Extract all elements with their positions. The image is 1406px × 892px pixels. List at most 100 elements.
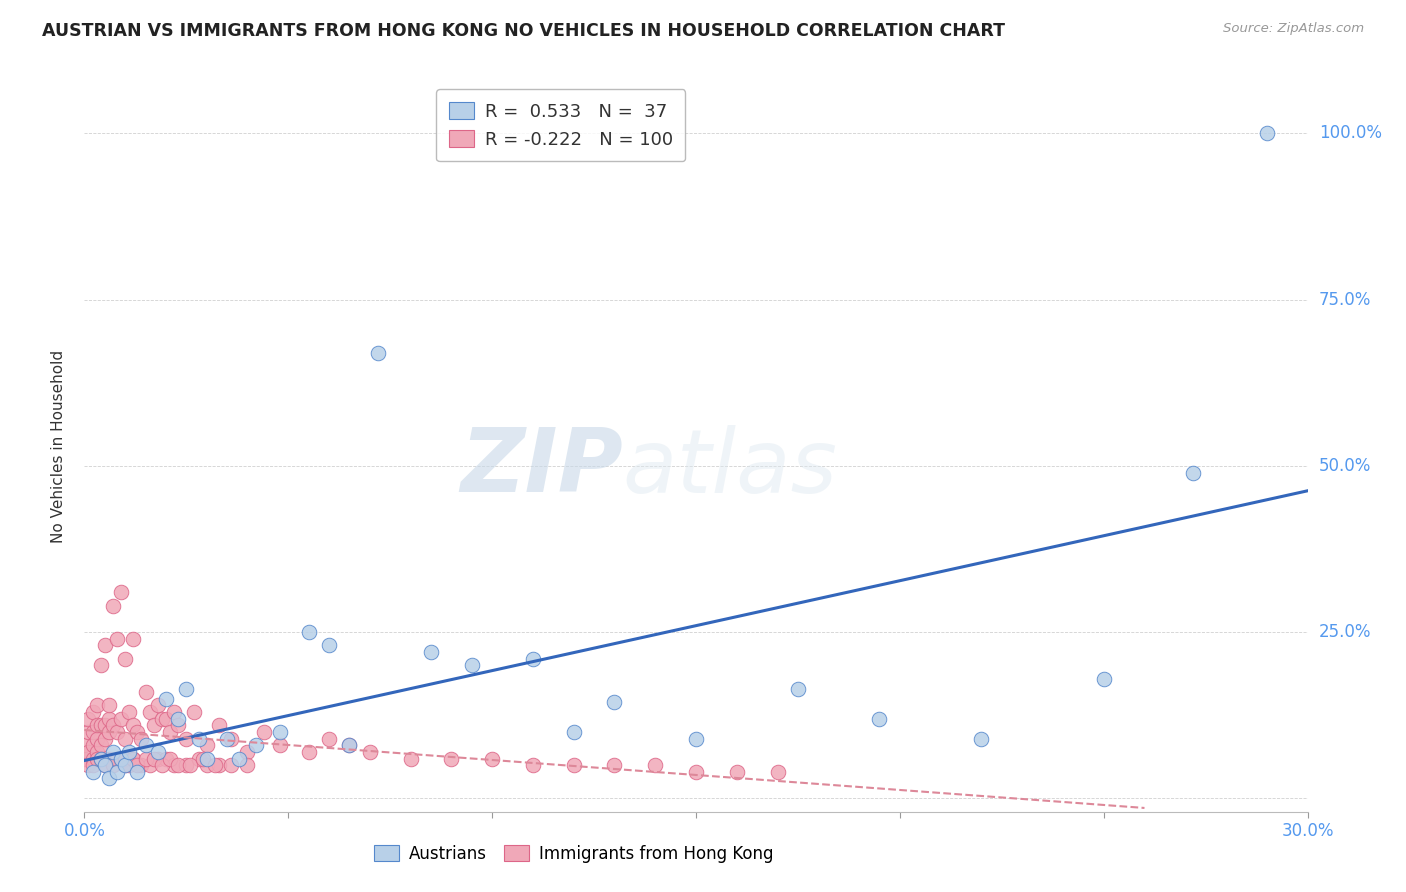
Point (114, 731, 136, 746)
Legend: Austrians, Immigrants from Hong Kong: Austrians, Immigrants from Hong Kong (367, 838, 780, 869)
Point (219, 758, 242, 772)
Point (110, 712, 132, 726)
Text: 75.0%: 75.0% (1319, 291, 1371, 309)
Point (97, 772, 120, 786)
Point (105, 725, 128, 739)
Point (93, 639, 115, 653)
Point (122, 751, 145, 765)
Point (86, 698, 108, 713)
Point (110, 585, 132, 599)
Point (1182, 466, 1205, 480)
Point (138, 758, 160, 772)
Point (228, 751, 250, 765)
Point (685, 764, 707, 779)
Point (1256, 127, 1278, 141)
Point (97, 712, 120, 726)
Point (114, 751, 136, 765)
Point (174, 731, 197, 746)
Point (420, 645, 443, 659)
Point (644, 758, 666, 772)
Point (93, 758, 115, 772)
Point (339, 738, 360, 752)
Point (101, 599, 124, 613)
Point (236, 745, 259, 759)
Point (298, 625, 321, 640)
Point (114, 758, 136, 772)
Point (105, 632, 128, 646)
Text: 50.0%: 50.0% (1319, 457, 1371, 475)
Point (93, 718, 115, 732)
Point (298, 745, 321, 759)
Point (191, 751, 214, 765)
Point (174, 758, 197, 772)
Point (127, 725, 149, 739)
Point (217, 731, 239, 746)
Point (122, 632, 145, 646)
Point (522, 652, 544, 666)
Point (101, 745, 124, 759)
Point (195, 738, 218, 752)
Point (127, 764, 149, 779)
Point (146, 751, 169, 765)
Point (82, 764, 104, 779)
Point (138, 705, 160, 719)
Point (970, 731, 993, 746)
Point (105, 751, 128, 765)
Point (101, 758, 124, 772)
Point (159, 725, 181, 739)
Point (86, 745, 108, 759)
Point (440, 751, 463, 765)
Point (367, 346, 389, 360)
Point (86, 731, 108, 746)
Point (155, 712, 177, 726)
Point (155, 691, 177, 706)
Point (118, 705, 141, 719)
Point (219, 731, 242, 746)
Point (399, 751, 422, 765)
Point (131, 731, 153, 746)
Point (187, 731, 209, 746)
Point (208, 718, 231, 732)
Point (90, 658, 112, 673)
Point (869, 712, 891, 726)
Point (110, 751, 132, 765)
Point (135, 685, 157, 699)
Point (131, 758, 153, 772)
Point (77, 725, 100, 739)
Point (118, 758, 141, 772)
Point (163, 705, 186, 719)
Point (97, 698, 120, 713)
Point (82, 725, 104, 739)
Point (195, 751, 218, 765)
Point (318, 731, 340, 746)
Point (603, 758, 626, 772)
Point (97, 725, 120, 739)
Point (82, 705, 104, 719)
Point (167, 712, 190, 726)
Point (73, 738, 96, 752)
Point (159, 751, 181, 765)
Point (174, 681, 197, 696)
Point (101, 718, 124, 732)
Point (82, 751, 104, 765)
Point (167, 758, 190, 772)
Point (253, 725, 276, 739)
Text: 25.0%: 25.0% (1319, 624, 1371, 641)
Point (90, 738, 112, 752)
Point (269, 738, 291, 752)
Point (245, 738, 267, 752)
Point (208, 758, 231, 772)
Point (150, 712, 173, 726)
Point (150, 758, 173, 772)
Point (82, 738, 104, 752)
Point (135, 738, 157, 752)
Point (86, 751, 108, 765)
Point (105, 764, 128, 779)
Point (461, 658, 484, 673)
Point (82, 758, 104, 772)
Point (339, 738, 360, 752)
Point (685, 731, 707, 746)
Point (787, 681, 810, 696)
Text: Source: ZipAtlas.com: Source: ZipAtlas.com (1223, 22, 1364, 36)
Point (97, 751, 120, 765)
